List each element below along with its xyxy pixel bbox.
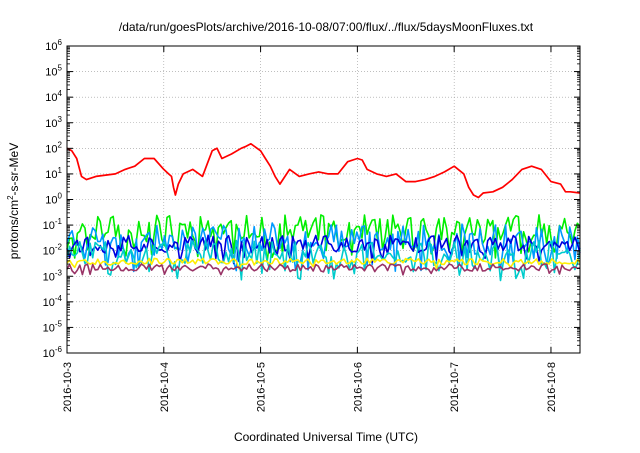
y-tick-label-base: 10	[43, 246, 55, 258]
x-tick-label: 2016-10-4	[159, 362, 171, 412]
x-axis-title: Coordinated Universal Time (UTC)	[234, 430, 418, 444]
series-line-5	[66, 257, 581, 270]
y-tick-label-base: 10	[45, 41, 57, 53]
y-tick-label: 103	[45, 115, 62, 130]
series-line-3	[66, 234, 581, 265]
y-tick-label: 105	[45, 64, 62, 79]
y-tick-label-exp: 6	[58, 38, 63, 47]
y-tick-label-base: 10	[45, 118, 57, 130]
x-tick-label: 2016-10-6	[352, 362, 364, 412]
y-tick-label-exp: -3	[55, 268, 63, 277]
y-tick-label-exp: 0	[58, 192, 63, 201]
y-tick-label-base: 10	[43, 322, 55, 334]
y-tick-label: 10-1	[43, 217, 63, 232]
y-tick-label-base: 10	[45, 195, 57, 207]
y-tick-label-base: 10	[43, 348, 55, 360]
y-axis-title-base: protons/cm	[7, 200, 21, 259]
y-tick-label-exp: 2	[58, 140, 63, 149]
y-tick-label-exp: -1	[55, 217, 63, 226]
y-tick-label-base: 10	[45, 169, 57, 181]
y-tick-label: 101	[45, 166, 62, 181]
series-line-6	[66, 263, 581, 276]
y-tick-label-exp: 1	[58, 166, 63, 175]
y-tick-label-exp: -4	[55, 294, 63, 303]
x-tick-label: 2016-10-7	[449, 362, 461, 412]
y-tick-labels: 10610510410310210110010-110-210-310-410-…	[43, 38, 63, 360]
y-tick-label-base: 10	[45, 67, 57, 79]
y-tick-label: 10-3	[43, 268, 63, 283]
y-tick-label: 102	[45, 140, 62, 155]
y-tick-label-exp: -2	[55, 243, 63, 252]
y-tick-label-base: 10	[45, 143, 57, 155]
grid	[67, 46, 580, 353]
y-axis-title-rest: -s-sr-MeV	[7, 143, 21, 196]
series-line-4	[66, 239, 581, 282]
y-tick-label: 10-2	[43, 243, 63, 258]
y-tick-label-base: 10	[43, 220, 55, 232]
x-tick-label: 2016-10-8	[546, 362, 558, 412]
y-tick-label-exp: -5	[55, 319, 63, 328]
y-tick-label-exp: 4	[58, 89, 63, 98]
y-tick-label: 106	[45, 38, 62, 53]
y-tick-label: 100	[45, 192, 62, 207]
y-tick-label: 104	[45, 89, 62, 104]
x-tick-label: 2016-10-5	[256, 362, 268, 412]
y-tick-label-exp: -6	[55, 345, 63, 354]
series-line-0	[66, 142, 581, 199]
y-tick-label-base: 10	[43, 297, 55, 309]
series-group	[66, 142, 581, 282]
x-tick-label: 2016-10-3	[62, 362, 74, 412]
y-tick-label: 10-6	[43, 345, 63, 360]
y-tick-label: 10-5	[43, 319, 63, 334]
y-tick-label-base: 10	[43, 271, 55, 283]
y-tick-label-exp: 3	[58, 115, 63, 124]
y-tick-label: 10-4	[43, 294, 63, 309]
tick-marks	[66, 45, 580, 354]
y-tick-label-exp: 5	[58, 64, 63, 73]
y-axis-title: protons/cm2-s-sr-MeV	[6, 143, 21, 259]
x-tick-labels: 2016-10-3 2016-10-4 2016-10-5 2016-10-6 2016…	[62, 362, 558, 412]
chart-title: /data/run/goesPlots/archive/2016-10-08/0…	[119, 20, 534, 34]
y-axis-title-sup: 2	[6, 195, 15, 200]
plot-frame	[66, 45, 581, 354]
y-tick-label-base: 10	[45, 92, 57, 104]
